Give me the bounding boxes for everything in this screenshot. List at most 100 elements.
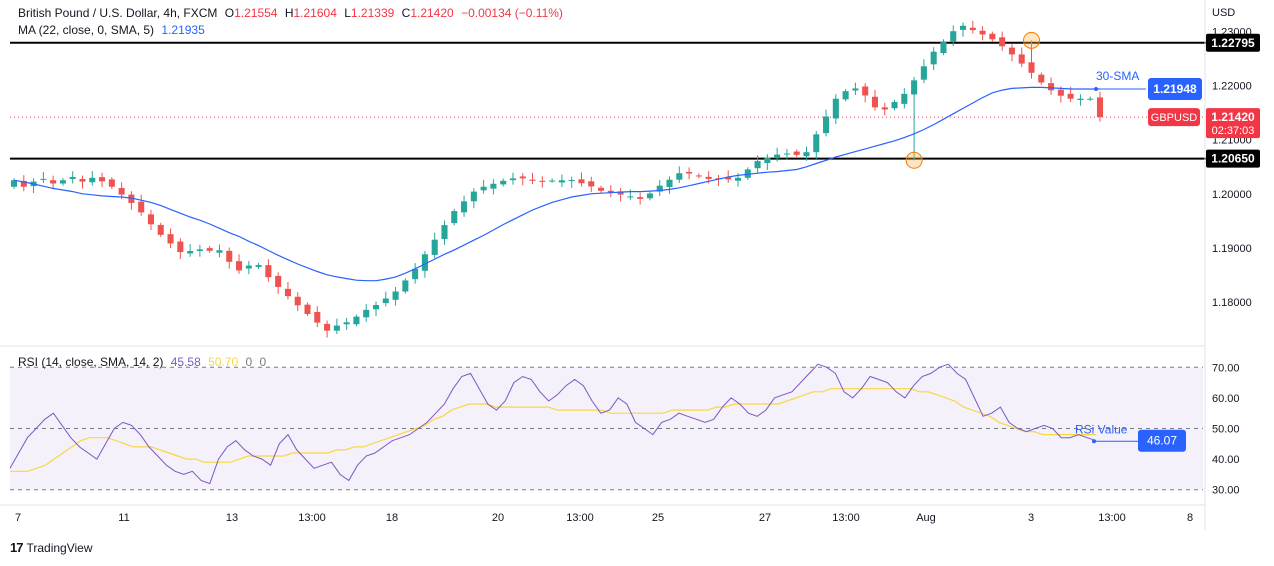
candle-body — [617, 191, 624, 195]
current-price-tag — [1206, 108, 1260, 139]
candle-body — [686, 171, 693, 174]
candle-body — [118, 188, 125, 195]
candle-body — [1038, 74, 1045, 83]
candle-body — [656, 185, 663, 192]
candle-body — [832, 98, 839, 119]
level-tag — [1206, 33, 1260, 52]
candle-body — [803, 152, 810, 157]
candle-body — [774, 154, 781, 159]
candle-body — [343, 322, 350, 325]
candle-body — [304, 304, 311, 314]
low-label: L — [344, 6, 351, 20]
candle-body — [294, 296, 301, 306]
candle-body — [891, 101, 898, 109]
symbol-tag-text: GBPUSD — [1151, 112, 1198, 124]
candle-body — [235, 261, 243, 271]
candle-body — [138, 201, 145, 213]
price-tick-label: 1.22000 — [1212, 81, 1252, 93]
time-tick-label: 13:00 — [1098, 512, 1126, 524]
symbol-legend: British Pound / U.S. Dollar, 4h, FXCM O1… — [18, 6, 567, 20]
candle-body — [911, 80, 918, 95]
rsi-extra-1: 0 — [245, 355, 253, 369]
candle-body — [676, 173, 683, 180]
rsi-tick-label: 60.00 — [1212, 393, 1240, 405]
candle-body — [637, 197, 644, 199]
candle-body — [40, 178, 47, 180]
candle-body — [813, 134, 820, 153]
candle-body — [783, 153, 790, 155]
time-tick-label: 18 — [386, 512, 398, 524]
rsi-value-tag — [1138, 429, 1186, 452]
rsi-value: 45.58 — [170, 355, 201, 369]
candle-body — [529, 179, 536, 181]
candle-body — [842, 91, 849, 100]
candle-body — [1048, 83, 1055, 91]
candle-body — [1077, 98, 1084, 100]
candle-body — [734, 177, 742, 181]
candle-body — [1087, 98, 1094, 100]
price-tags: 1.22795 1.20650 1.21948 GBPUSD 1.2142002:37:… — [1148, 33, 1260, 168]
time-tick-label: 13:00 — [298, 512, 326, 524]
candle-body — [959, 25, 967, 30]
rsi-ma-line — [10, 388, 1096, 472]
ma-legend: MA (22, close, 0, SMA, 5) 1.21935 — [18, 23, 209, 37]
candle-body — [1057, 89, 1064, 96]
ma-value: 1.21935 — [161, 23, 205, 37]
axes: USD1.230001.220001.210001.200001.190001.… — [0, 0, 1252, 530]
candle-body — [392, 291, 399, 300]
candle-body — [823, 116, 830, 134]
moving-average-series: 30-SMA — [13, 69, 1146, 282]
high-value: 1.21604 — [293, 6, 337, 20]
candle-body — [421, 254, 428, 271]
candle-body — [206, 248, 213, 251]
level-tag — [1206, 149, 1260, 168]
candle-body — [69, 177, 76, 179]
footer-brand[interactable]: 17 TradingView — [10, 540, 93, 555]
candle-body — [177, 241, 184, 253]
close-label: C — [401, 6, 411, 20]
price-tick-label: 1.20000 — [1212, 189, 1252, 201]
change-value: −0.00134 (−0.11%) — [461, 6, 563, 20]
candle-body — [1067, 93, 1074, 99]
brand-name: TradingView — [26, 540, 93, 555]
touch-markers — [905, 31, 1041, 169]
time-tick-label: Aug — [916, 512, 936, 524]
candle-body — [558, 180, 565, 183]
symbol-title: British Pound / U.S. Dollar, 4h, FXCM — [18, 6, 218, 20]
candle-body — [597, 187, 605, 191]
countdown-text: 02:37:03 — [1212, 125, 1255, 137]
candle-body — [539, 180, 546, 182]
candle-body — [275, 275, 282, 287]
support-resistance-levels — [10, 41, 1210, 160]
ma-leader-dot — [1094, 86, 1098, 91]
time-tick-label: 27 — [759, 512, 771, 524]
candle-body — [451, 211, 458, 224]
candle-body — [1018, 54, 1025, 64]
candle-body — [705, 176, 712, 179]
candle-body — [226, 250, 233, 262]
candlestick-series — [10, 20, 1104, 338]
candle-body — [20, 180, 27, 187]
candle-body — [920, 66, 927, 80]
candle-body — [108, 179, 115, 187]
rsi-value-tag-text: 46.07 — [1147, 434, 1177, 448]
candle-body — [196, 249, 203, 252]
rsi-line — [9, 363, 1097, 485]
candle-body — [441, 225, 448, 240]
rsi-tick-label: 70.00 — [1212, 362, 1240, 374]
candle-body — [500, 180, 507, 185]
current-price-text: 1.21420 — [1211, 110, 1255, 124]
candle-body — [940, 41, 947, 54]
candle-body — [793, 151, 800, 155]
candle-body — [314, 311, 321, 323]
candle-body — [578, 179, 585, 184]
candle-body — [147, 214, 155, 225]
candle-body — [402, 280, 409, 292]
candle-body — [382, 298, 389, 304]
symbol-tag — [1148, 108, 1200, 127]
ma-value-tag — [1148, 77, 1202, 100]
high-label: H — [284, 6, 294, 20]
candle-body — [607, 190, 614, 193]
candle-body — [588, 181, 595, 187]
